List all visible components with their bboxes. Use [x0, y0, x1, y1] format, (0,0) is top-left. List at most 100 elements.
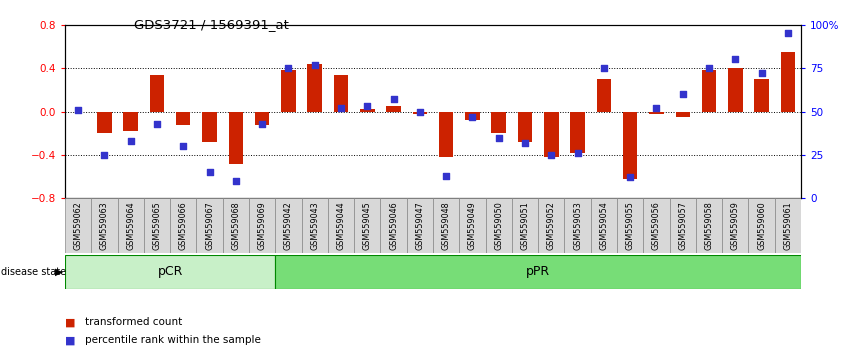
- Bar: [380, 198, 407, 253]
- Point: [203, 170, 216, 175]
- Text: GSM559065: GSM559065: [152, 201, 161, 250]
- Bar: [675, 112, 690, 117]
- Point: [728, 57, 742, 62]
- Text: GSM559060: GSM559060: [757, 201, 766, 250]
- Bar: [223, 198, 249, 253]
- Bar: [249, 198, 275, 253]
- Point: [781, 30, 795, 36]
- Text: GSM559061: GSM559061: [784, 201, 792, 250]
- Text: pPR: pPR: [526, 265, 550, 278]
- Text: GSM559063: GSM559063: [100, 201, 109, 250]
- Point: [334, 105, 348, 111]
- Bar: [465, 112, 480, 120]
- Bar: [650, 112, 663, 114]
- Point: [177, 143, 191, 149]
- Point: [71, 107, 85, 113]
- Text: GSM559054: GSM559054: [599, 201, 609, 250]
- Point: [281, 65, 295, 71]
- Bar: [591, 198, 617, 253]
- Bar: [701, 70, 716, 112]
- Point: [98, 152, 112, 158]
- Point: [439, 173, 453, 178]
- Point: [518, 140, 532, 145]
- Text: GSM559055: GSM559055: [625, 201, 635, 250]
- Bar: [197, 198, 223, 253]
- Text: transformed count: transformed count: [85, 318, 182, 327]
- Point: [650, 105, 663, 111]
- Bar: [597, 79, 611, 112]
- Bar: [433, 198, 459, 253]
- Bar: [386, 106, 401, 112]
- Bar: [748, 198, 775, 253]
- Bar: [229, 112, 243, 164]
- Bar: [623, 112, 637, 179]
- Text: GSM559058: GSM559058: [705, 201, 714, 250]
- Text: GSM559056: GSM559056: [652, 201, 661, 250]
- Bar: [275, 255, 801, 289]
- Point: [597, 65, 611, 71]
- Text: GSM559053: GSM559053: [573, 201, 582, 250]
- Text: ■: ■: [65, 318, 75, 327]
- Bar: [281, 70, 295, 112]
- Point: [754, 70, 768, 76]
- Bar: [118, 198, 144, 253]
- Bar: [307, 64, 322, 112]
- Bar: [360, 109, 374, 112]
- Bar: [144, 198, 170, 253]
- Point: [545, 152, 559, 158]
- Text: GSM559046: GSM559046: [389, 201, 398, 250]
- Bar: [538, 198, 565, 253]
- Text: GSM559051: GSM559051: [520, 201, 529, 250]
- Text: percentile rank within the sample: percentile rank within the sample: [85, 335, 261, 345]
- Bar: [333, 75, 348, 112]
- Text: GSM559047: GSM559047: [416, 201, 424, 250]
- Text: GSM559068: GSM559068: [231, 201, 241, 250]
- Text: ▶: ▶: [55, 267, 62, 277]
- Text: GDS3721 / 1569391_at: GDS3721 / 1569391_at: [134, 18, 289, 31]
- Text: GSM559045: GSM559045: [363, 201, 372, 250]
- Bar: [275, 198, 301, 253]
- Bar: [328, 198, 354, 253]
- Bar: [203, 112, 216, 142]
- Point: [492, 135, 506, 140]
- Bar: [722, 198, 748, 253]
- Point: [571, 150, 585, 156]
- Bar: [170, 198, 197, 253]
- Point: [675, 91, 689, 97]
- Point: [624, 175, 637, 180]
- Point: [386, 97, 400, 102]
- Text: GSM559052: GSM559052: [546, 201, 556, 250]
- Text: GSM559043: GSM559043: [310, 201, 320, 250]
- Point: [702, 65, 716, 71]
- Bar: [518, 112, 533, 142]
- Point: [255, 121, 269, 126]
- Bar: [571, 112, 585, 153]
- Bar: [775, 198, 801, 253]
- Text: GSM559049: GSM559049: [468, 201, 477, 250]
- Text: GSM559050: GSM559050: [494, 201, 503, 250]
- Bar: [544, 112, 559, 157]
- Text: ■: ■: [65, 335, 75, 345]
- Bar: [176, 112, 191, 125]
- Bar: [150, 75, 165, 112]
- Bar: [669, 198, 696, 253]
- Bar: [124, 112, 138, 131]
- Text: GSM559062: GSM559062: [74, 201, 82, 250]
- Bar: [407, 198, 433, 253]
- Bar: [617, 198, 643, 253]
- Bar: [696, 198, 722, 253]
- Bar: [97, 112, 112, 133]
- Bar: [486, 198, 512, 253]
- Point: [466, 114, 480, 120]
- Bar: [728, 68, 742, 112]
- Point: [360, 103, 374, 109]
- Text: GSM559044: GSM559044: [337, 201, 346, 250]
- Bar: [65, 198, 91, 253]
- Text: GSM559067: GSM559067: [205, 201, 214, 250]
- Text: GSM559057: GSM559057: [678, 201, 688, 250]
- Bar: [565, 198, 591, 253]
- Point: [124, 138, 138, 144]
- Bar: [439, 112, 454, 157]
- Bar: [643, 198, 669, 253]
- Text: GSM559066: GSM559066: [178, 201, 188, 250]
